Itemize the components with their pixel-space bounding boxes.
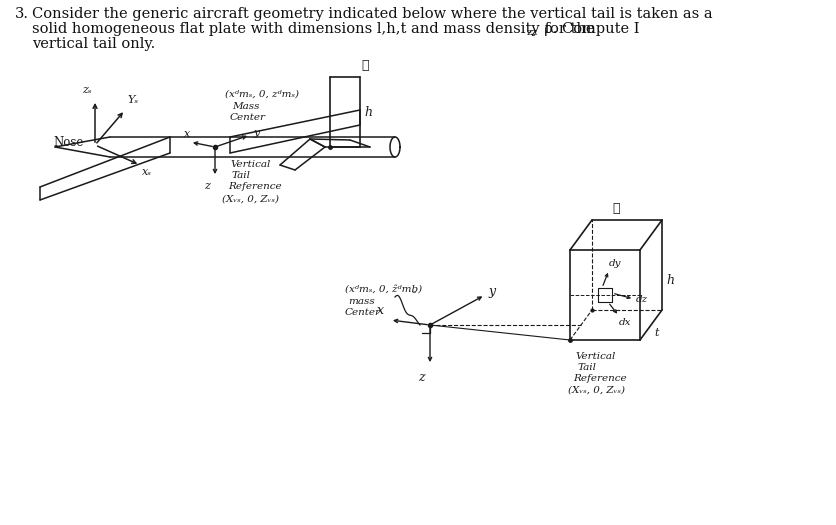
Text: Center: Center — [230, 113, 266, 122]
Text: Reference: Reference — [227, 182, 281, 191]
Text: Reference: Reference — [573, 374, 626, 383]
Text: Nose: Nose — [53, 136, 84, 150]
Text: xₛ: xₛ — [142, 167, 152, 177]
Text: t: t — [653, 328, 658, 338]
Text: h: h — [665, 274, 673, 287]
Text: Vertical: Vertical — [574, 352, 614, 361]
Text: ℓ: ℓ — [361, 59, 369, 72]
Text: x: x — [376, 304, 383, 317]
Text: dz: dz — [635, 295, 647, 303]
Text: Tail: Tail — [232, 171, 251, 180]
Text: Tail: Tail — [578, 363, 596, 372]
Text: Mass: Mass — [232, 102, 259, 111]
Text: (xᵈmₛ, 0, ẑᵈmḇ): (xᵈmₛ, 0, ẑᵈmḇ) — [344, 285, 421, 294]
Text: Consider the generic aircraft geometry indicated below where the vertical tail i: Consider the generic aircraft geometry i… — [32, 7, 711, 21]
Text: y: y — [487, 286, 495, 299]
Text: (Xᵥₛ, 0, Zᵥₛ): (Xᵥₛ, 0, Zᵥₛ) — [568, 386, 624, 395]
Text: mass: mass — [348, 297, 375, 306]
Text: ℓ: ℓ — [611, 202, 619, 215]
Text: Center: Center — [344, 308, 380, 317]
Text: z: z — [204, 181, 210, 191]
Text: zz: zz — [527, 28, 538, 37]
Text: (Xᵥₛ, 0, Zᵥₛ): (Xᵥₛ, 0, Zᵥₛ) — [222, 195, 278, 204]
Text: z: z — [418, 371, 425, 384]
Text: dx: dx — [619, 318, 630, 327]
Text: h: h — [364, 106, 371, 119]
Text: 3.: 3. — [15, 7, 29, 21]
Text: dy: dy — [609, 259, 621, 268]
Text: solid homogeneous flat plate with dimensions l,h,t and mass density ρ. Compute I: solid homogeneous flat plate with dimens… — [32, 22, 639, 36]
Text: Vertical: Vertical — [230, 160, 270, 169]
Text: zₛ: zₛ — [82, 85, 92, 95]
Text: y: y — [252, 128, 259, 138]
Text: for the: for the — [539, 22, 594, 36]
Text: (xᵈmₛ, 0, zᵈmₛ): (xᵈmₛ, 0, zᵈmₛ) — [225, 90, 298, 99]
Text: Yₛ: Yₛ — [127, 95, 138, 105]
Text: vertical tail only.: vertical tail only. — [32, 37, 155, 51]
Text: x: x — [184, 129, 190, 139]
